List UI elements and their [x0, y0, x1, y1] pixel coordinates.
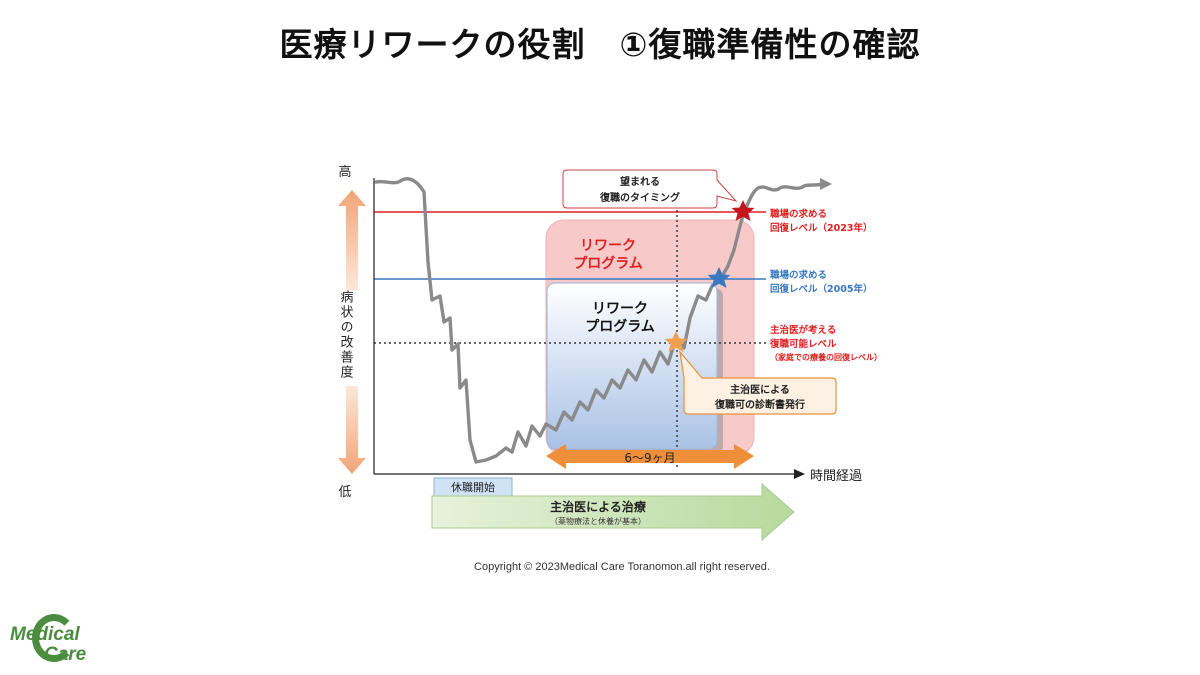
logo-c-arc-icon [32, 614, 76, 662]
leave-start-label: 休職開始 [451, 480, 495, 494]
y-axis-down-arrow [338, 386, 366, 474]
curve-arrowhead [820, 178, 832, 190]
treatment-label-line2: （薬物療法と休養が基本） [550, 516, 646, 526]
duration-double-arrow [546, 444, 754, 469]
doctor-callout-box [679, 349, 837, 415]
treatment-label-line1: 主治医による治療 [550, 499, 646, 514]
logo-line2: Care [44, 644, 87, 665]
timing-callout-line2: 復職のタイミング [599, 191, 680, 204]
y-axis-label: 病状の改善度 [338, 290, 354, 380]
blue-level-label-line2: 回復レベル（2005年） [770, 283, 872, 295]
recovery-curve [374, 177, 824, 464]
y-axis-high-label: 高 [338, 164, 351, 180]
outer-program-label-line2: プログラム [573, 255, 643, 272]
y-axis-up-arrow [338, 190, 366, 290]
doctor-level-label-line1: 主治医が考える [770, 324, 836, 336]
inner-program-label-line2: プログラム [585, 318, 655, 335]
x-axis-label: 時間経過 [810, 469, 862, 484]
red-level-label-line1: 職場の求める [770, 208, 827, 220]
orange-star-icon [664, 331, 688, 352]
outer-program-label-line1: リワーク [580, 238, 636, 254]
treatment-arrow [431, 482, 795, 542]
medical-care-logo: Medical Care [10, 612, 110, 668]
copyright-text: Copyright © 2023Medical Care Toranomon.a… [474, 561, 770, 573]
blue-level-label-line1: 職場の求める [770, 269, 827, 281]
duration-label: 6〜9ヶ月 [624, 451, 675, 465]
doctor-callout-line2: 復職可の診断書発行 [714, 398, 805, 411]
red-star-icon [731, 200, 755, 221]
inner-program-label-line1: リワーク [592, 301, 648, 317]
logo-line1: Medical [10, 624, 80, 645]
red-level-label-line2: 回復レベル（2023年） [770, 222, 872, 234]
doctor-callout-line1: 主治医による [730, 383, 790, 396]
doctor-level-label-line3: （家庭での療養の回復レベル） [770, 352, 882, 362]
timing-callout-box [562, 169, 738, 209]
y-axis-low-label: 低 [338, 485, 351, 500]
page-title: 医療リワークの役割 ①復職準備性の確認 [279, 25, 921, 64]
timing-callout-line1: 望まれる [620, 175, 660, 188]
blue-star-icon [707, 267, 731, 288]
doctor-level-label-line2: 復職可能レベル [769, 338, 837, 350]
x-axis-arrowhead [794, 469, 805, 479]
